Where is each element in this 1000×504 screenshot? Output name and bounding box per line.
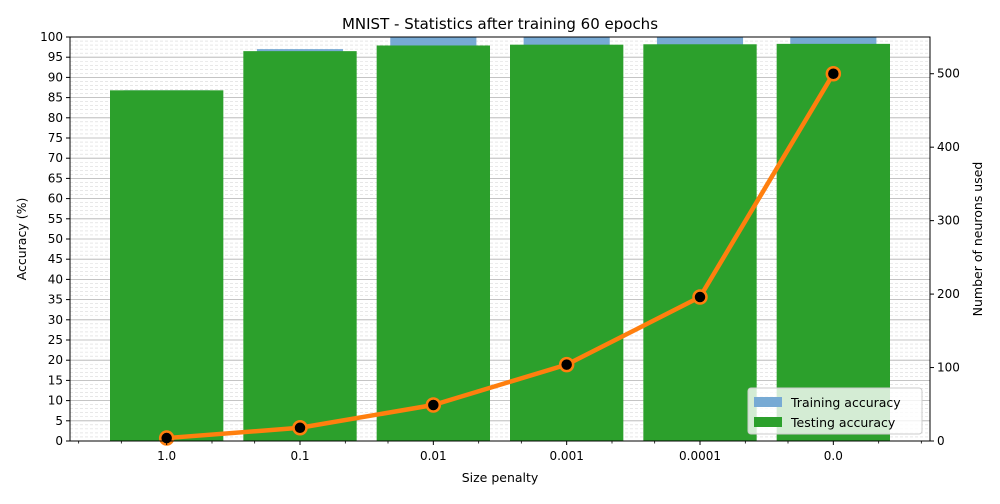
y-tick-label: 85 [48,91,63,105]
y-tick-label: 80 [48,111,63,125]
neurons-point [692,289,708,305]
y-tick-label: 5 [55,414,63,428]
testing-accuracy-bar [643,44,757,441]
y-tick-label: 60 [48,192,63,206]
y-tick-label: 45 [48,252,63,266]
y-tick-label: 55 [48,212,63,226]
neurons-point [558,356,575,373]
y-tick-label: 70 [48,151,63,165]
y-tick-label: 25 [48,333,63,347]
testing-accuracy-bar [376,45,490,441]
y-tick-label: 90 [48,70,63,84]
y-tick-label: 50 [48,232,63,246]
axes-layer: 0 5 10 15 20 25 30 35 40 45 50 55 60 65 70 75 80 85 90 95 10… [40,30,960,463]
legend-label: Testing accuracy [790,415,896,430]
x-tick-label: 1.0 [157,449,176,463]
testing-accuracy-bar [110,90,224,441]
y-tick-label: 65 [48,171,63,185]
legend-label: Training accuracy [790,395,901,410]
y-tick-label: 40 [48,272,63,286]
testing-accuracy-bar [243,51,357,441]
x-tick-label: 0.01 [420,449,447,463]
y2-tick-label: 200 [937,287,960,301]
y2-tick-label: 100 [937,361,960,375]
y2-tick-label: 500 [937,67,960,81]
x-tick-label: 0.001 [549,449,583,463]
y-tick-label: 75 [48,131,63,145]
y2-tick-label: 300 [937,214,960,228]
y-tick-label: 35 [48,293,63,307]
legend-swatch [754,417,782,427]
y2-tick-label: 0 [937,434,945,448]
y-axis-label: Accuracy (%) [14,198,29,281]
x-tick-label: 0.1 [290,449,309,463]
neurons-point [292,420,308,436]
y-tick-label: 10 [48,394,63,408]
y2-tick-label: 400 [937,140,960,154]
testing-accuracy-bar [776,43,890,441]
x-axis-label: Size penalty [462,470,539,485]
y-tick-label: 100 [40,30,63,44]
x-tick-label: 0.0001 [679,449,721,463]
y-tick-label: 20 [48,353,63,367]
legend-box [747,387,923,435]
y-tick-label: 0 [55,434,63,448]
x-tick-label: 0.0 [824,449,843,463]
legend-swatch [754,397,782,407]
neurons-line-layer [158,65,842,446]
legend: Training accuracy Testing accuracy [747,387,923,435]
y2-axis-label: Number of neurons used [970,162,985,317]
neurons-point [425,397,442,413]
y-tick-label: 95 [48,50,63,64]
chart-title: MNIST - Statistics after training 60 epo… [342,15,658,33]
y-tick-label: 15 [48,373,63,387]
neurons-line [164,71,836,441]
y-tick-label: 30 [48,313,63,327]
testing-accuracy-bar [510,44,624,442]
neurons-point [825,65,842,82]
